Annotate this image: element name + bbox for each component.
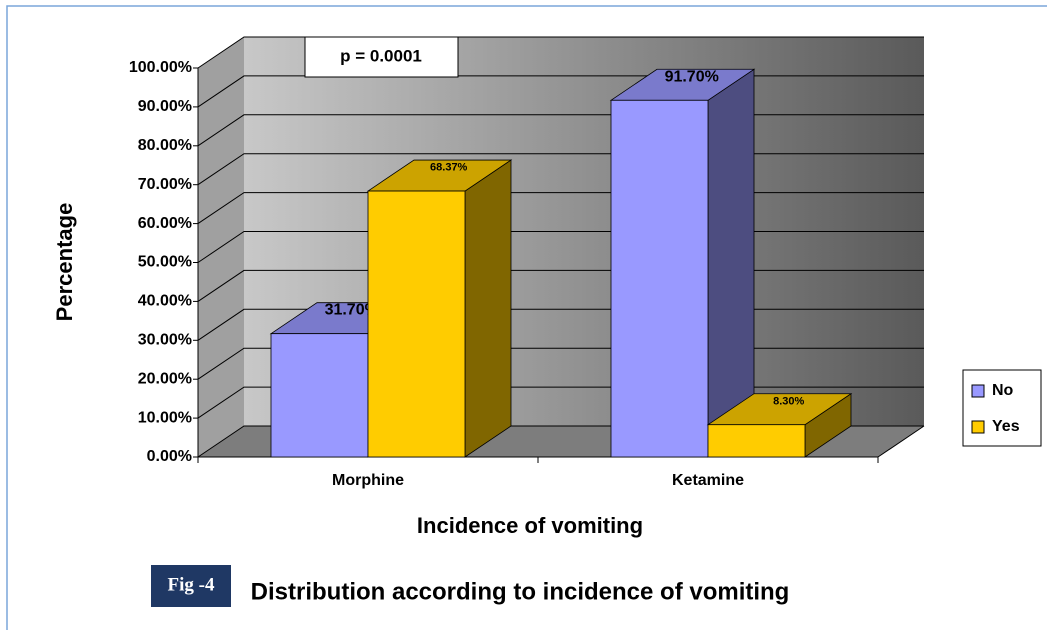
y-tick-label: 40.00% [138, 293, 192, 310]
bar-front [270, 333, 369, 458]
data-label: 31.70% [325, 302, 379, 319]
y-tick-label: 60.00% [138, 215, 192, 232]
y-tick-label: 80.00% [138, 137, 192, 154]
y-tick-label: 50.00% [138, 254, 192, 271]
bar-side [464, 159, 512, 458]
y-tick-label: 70.00% [138, 176, 192, 193]
figure-label: Fig -4 [168, 574, 215, 595]
y-axis-title: Percentage [52, 203, 77, 322]
data-label: 91.70% [665, 68, 719, 85]
x-tick-label: Morphine [332, 472, 404, 489]
legend-label: Yes [992, 418, 1020, 435]
grid-line [197, 36, 924, 69]
y-tick-label: 10.00% [138, 409, 192, 426]
annotation-box [304, 36, 459, 78]
figure-label-box [151, 565, 231, 607]
legend-swatch [971, 384, 985, 398]
y-tick-label: 30.00% [138, 332, 192, 349]
y-tick-label: 100.00% [129, 59, 192, 76]
data-label: 68.37% [430, 162, 468, 174]
legend-label: No [992, 382, 1014, 399]
y-tick-label: 0.00% [147, 448, 192, 465]
annotation: p = 0.0001 [340, 46, 422, 65]
bar-front [610, 99, 709, 458]
bar-front [707, 424, 806, 458]
x-tick-label: Ketamine [672, 472, 744, 489]
bar-front [367, 190, 466, 458]
floor-edge [877, 425, 925, 458]
x-axis-title: Incidence of vomiting [417, 513, 643, 538]
legend-swatch [971, 420, 985, 434]
data-label: 8.30% [773, 395, 804, 407]
y-tick-label: 20.00% [138, 370, 192, 387]
y-tick-label: 90.00% [138, 98, 192, 115]
chart-title: Distribution according to incidence of v… [251, 578, 790, 605]
bar [366, 159, 513, 458]
frame [6, 5, 1047, 635]
bar [706, 392, 853, 458]
bar [609, 68, 756, 458]
